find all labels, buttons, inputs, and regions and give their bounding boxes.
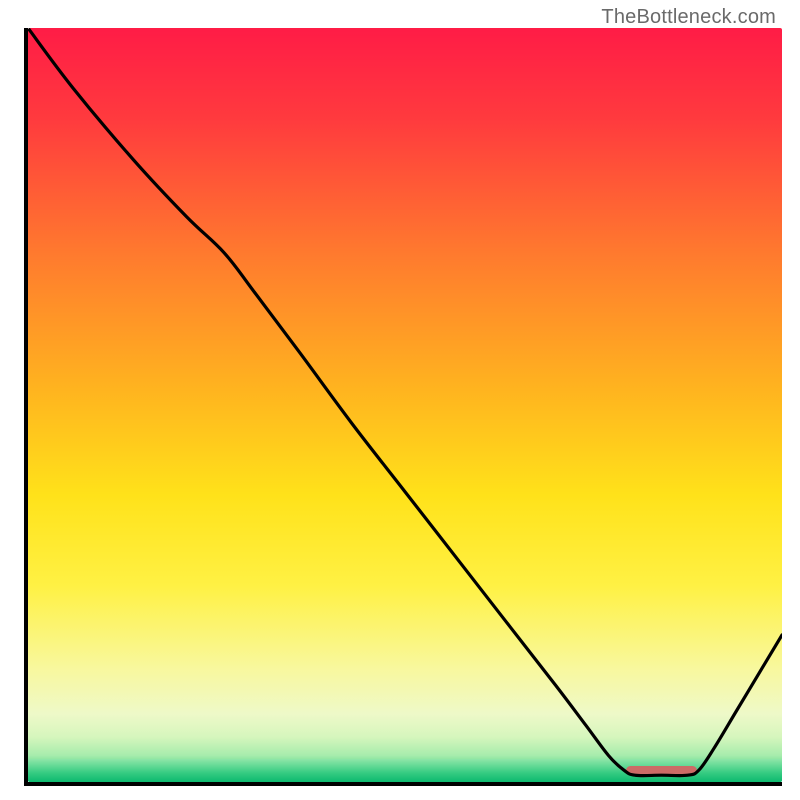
bottleneck-curve xyxy=(28,28,782,782)
x-axis-line xyxy=(24,782,782,786)
plot-container xyxy=(28,28,782,782)
plot-area xyxy=(28,28,782,782)
curve-path xyxy=(28,28,782,776)
watermark-text: TheBottleneck.com xyxy=(601,6,776,29)
